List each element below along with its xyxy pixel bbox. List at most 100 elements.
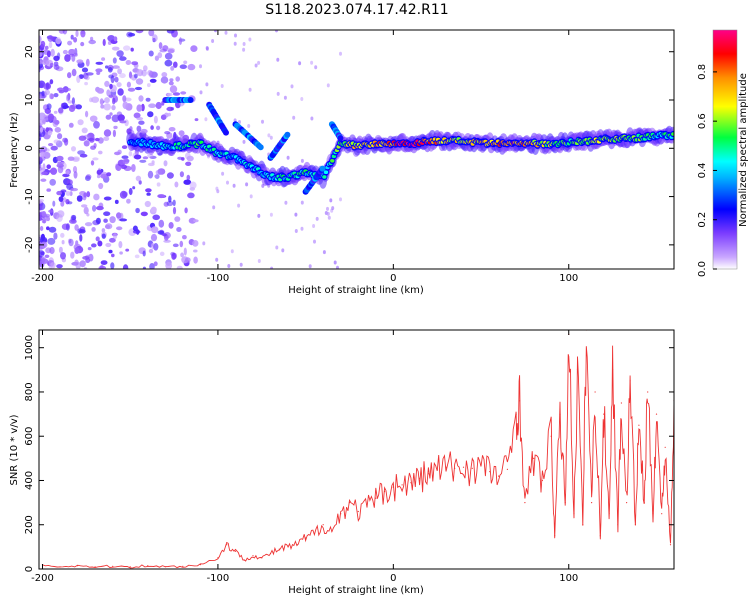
noise-blob — [135, 78, 144, 85]
noise-blob — [292, 115, 296, 120]
noise-blob — [184, 257, 191, 263]
noise-blob — [164, 131, 171, 135]
noise-blob — [48, 263, 53, 269]
y-tick-label: 20 — [24, 45, 35, 58]
y-tick-label: 0 — [24, 566, 35, 572]
noise-blob — [153, 261, 158, 267]
snr-data-point — [643, 502, 645, 504]
snr-data-point — [340, 513, 342, 515]
noise-blob — [82, 256, 90, 260]
noise-blob — [41, 258, 49, 264]
noise-blob — [145, 97, 151, 102]
noise-blob — [131, 61, 139, 66]
snr-data-point — [471, 467, 473, 469]
noise-blob — [327, 215, 331, 220]
ridge-core — [322, 175, 327, 179]
heatmap-y-ticks: -20 -10 0 10 20 — [24, 45, 674, 253]
noise-blob — [40, 241, 48, 248]
noise-blob — [70, 251, 75, 259]
noise-blob — [83, 192, 87, 198]
noise-blob — [153, 115, 158, 124]
noise-blob — [103, 196, 112, 201]
noise-blob — [40, 40, 46, 48]
snr-data-point — [348, 502, 351, 504]
noise-blob — [156, 125, 161, 131]
noise-blob — [79, 153, 88, 158]
noise-blob — [290, 84, 294, 89]
snr-data-point — [669, 544, 672, 546]
noise-blob — [133, 154, 142, 160]
noise-blob — [88, 39, 96, 45]
noise-blob — [294, 229, 298, 233]
noise-blob — [74, 247, 80, 255]
noise-blob — [124, 97, 132, 102]
noise-blob — [109, 237, 116, 243]
noise-blob — [116, 50, 124, 57]
noise-blob — [153, 243, 159, 251]
noise-blob — [73, 37, 78, 43]
x-tick-label: -200 — [31, 273, 54, 284]
noise-blob — [109, 216, 116, 224]
noise-blob — [158, 219, 165, 228]
noise-blob — [46, 188, 51, 192]
y-tick-label: 600 — [24, 427, 35, 446]
noise-blob — [110, 262, 115, 269]
noise-blob — [312, 224, 316, 228]
noise-blob — [226, 180, 229, 185]
noise-blob — [188, 217, 197, 224]
noise-blob — [46, 50, 51, 58]
colorbar-tick-label: 0.2 — [697, 212, 708, 228]
noise-blob — [106, 89, 111, 97]
snr-data-point — [573, 513, 575, 515]
noise-blob — [227, 264, 231, 268]
noise-blob — [57, 210, 65, 218]
noise-blob — [57, 161, 61, 166]
noise-blob — [173, 61, 178, 68]
noise-blob — [67, 40, 73, 46]
noise-blob — [50, 167, 58, 175]
noise-blob — [164, 59, 173, 67]
noise-blob — [50, 48, 55, 57]
noise-blob — [98, 150, 103, 155]
noise-blob — [41, 211, 47, 217]
noise-blob — [92, 157, 99, 161]
noise-blob — [308, 264, 312, 269]
noise-blob — [281, 248, 285, 253]
snr-data-point — [445, 466, 447, 468]
noise-blob — [168, 81, 174, 86]
noise-blob — [40, 151, 46, 158]
noise-blob — [298, 61, 302, 66]
noise-blob — [56, 190, 63, 196]
noise-blob — [70, 187, 78, 192]
noise-blob — [77, 228, 83, 234]
noise-blob — [140, 211, 148, 217]
noise-blob — [141, 69, 147, 77]
noise-blob — [49, 246, 55, 255]
noise-blob — [257, 213, 261, 218]
noise-blob — [50, 93, 54, 100]
noise-blob — [148, 30, 155, 37]
noise-blob — [174, 216, 181, 222]
noise-blob — [300, 226, 304, 231]
noise-blob — [175, 76, 180, 82]
noise-blob — [128, 32, 136, 37]
noise-blob — [101, 233, 106, 239]
noise-blob — [151, 34, 158, 42]
x-tick-label: 100 — [559, 273, 578, 284]
branch-blob — [187, 97, 194, 103]
noise-blob — [232, 183, 236, 188]
noise-blob — [339, 51, 342, 56]
noise-blob — [94, 137, 100, 142]
snr-y-ticks: 0 200 400 600 800 1000 — [24, 335, 674, 572]
noise-blob — [174, 181, 179, 188]
noise-blob — [237, 203, 241, 208]
noise-blob — [313, 239, 316, 244]
noise-blob — [79, 234, 83, 242]
noise-blob — [110, 75, 115, 84]
noise-blob — [176, 265, 183, 269]
noise-blob — [300, 97, 304, 101]
snr-data-point — [647, 391, 649, 393]
noise-blob — [122, 264, 129, 269]
noise-blob — [220, 84, 224, 88]
